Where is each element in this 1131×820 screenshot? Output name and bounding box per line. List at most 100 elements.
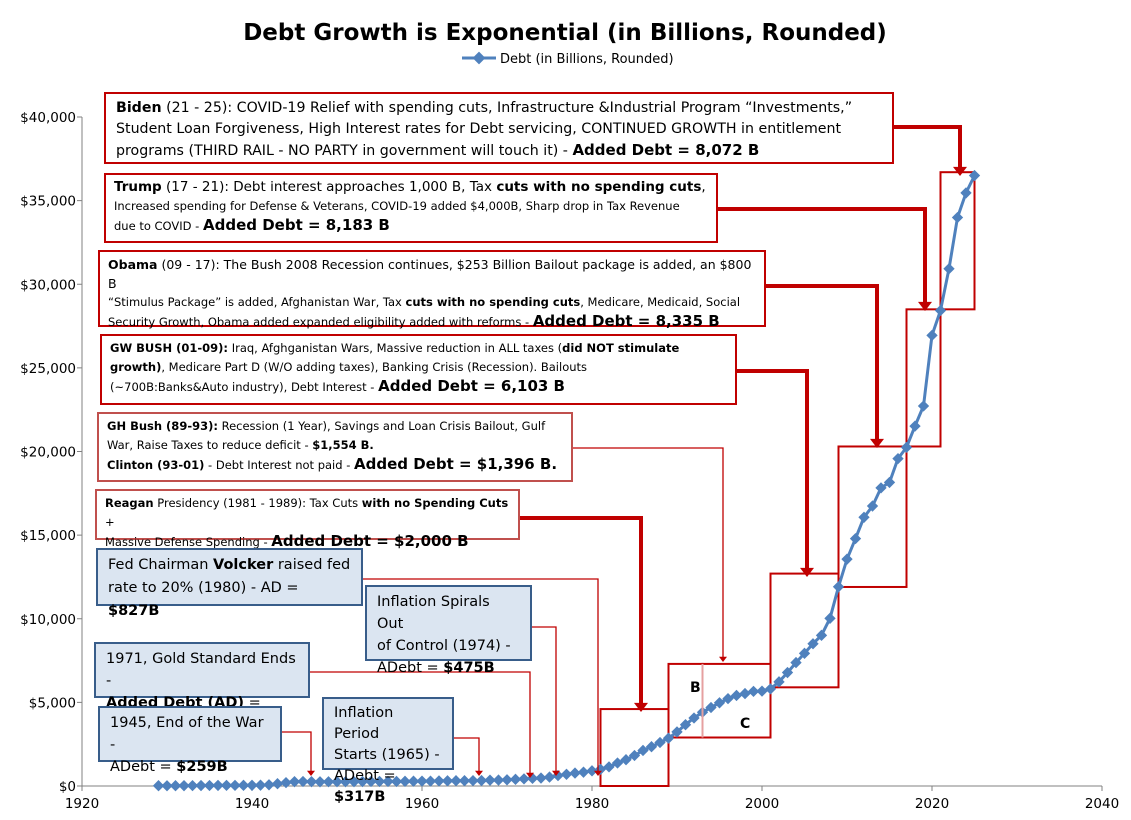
debt-point bbox=[730, 689, 743, 702]
region-label-c: C bbox=[740, 716, 750, 732]
debt-point bbox=[943, 263, 955, 275]
era-box-0 bbox=[599, 708, 670, 787]
debt-point bbox=[637, 744, 649, 757]
arrowhead-thin-3 bbox=[526, 772, 534, 778]
debt-point bbox=[416, 775, 428, 787]
debt-point bbox=[535, 772, 547, 784]
debt-point bbox=[815, 629, 828, 641]
x-tick-label: 1960 bbox=[405, 796, 439, 812]
y-tick-label: $10,000 bbox=[20, 612, 76, 628]
debt-point bbox=[858, 511, 870, 523]
debt-point bbox=[365, 775, 377, 788]
debt-point bbox=[747, 685, 760, 698]
debt-point bbox=[246, 779, 258, 791]
annotation-obama: Obama (09 - 17): The Bush 2008 Recession… bbox=[98, 250, 766, 330]
debt-point bbox=[832, 581, 845, 593]
annotation-ghbush-line-3: Clinton (93-01) - Debt Interest not paid… bbox=[107, 455, 558, 473]
debt-point bbox=[739, 687, 751, 700]
debt-point bbox=[662, 732, 675, 744]
connector-thick-2 bbox=[766, 284, 879, 442]
annotation-gwbush-line-2: growth), Medicare Part D (W/O adding tax… bbox=[110, 360, 588, 374]
annotation-obama-line-1: Obama (09 - 17): The Bush 2008 Recession… bbox=[108, 257, 752, 291]
debt-point bbox=[679, 719, 692, 731]
debt-point bbox=[628, 749, 641, 762]
debt-point bbox=[314, 776, 326, 788]
annotation-trump-line-3: due to COVID - Added Debt = 8,183 B bbox=[114, 216, 390, 234]
debt-point bbox=[390, 775, 403, 788]
debt-point bbox=[169, 780, 182, 792]
annotation-inflation65-line-3: ADebt = $317B bbox=[334, 768, 396, 805]
arrowhead-thick-4 bbox=[634, 702, 648, 712]
debt-point bbox=[671, 726, 683, 738]
debt-point bbox=[322, 776, 335, 788]
x-tick-label: 2020 bbox=[915, 796, 949, 812]
connector-thin-5 bbox=[282, 731, 312, 772]
era-box-3 bbox=[769, 572, 840, 689]
debt-point bbox=[475, 774, 488, 787]
debt-point bbox=[790, 656, 802, 669]
arrowhead-thick-2 bbox=[870, 438, 884, 448]
annotation-reagan: Reagan Presidency (1981 - 1989): Tax Cut… bbox=[95, 489, 520, 550]
y-tick-label: $20,000 bbox=[20, 445, 76, 461]
debt-point bbox=[756, 685, 768, 697]
debt-point bbox=[441, 775, 454, 787]
annotation-trump-line-2: Increased spending for Defense & Veteran… bbox=[114, 199, 680, 213]
annotation-war45-line-1: 1945, End of the War - bbox=[110, 715, 264, 753]
annotation-inflation74-line-2: of Control (1974) - bbox=[377, 638, 511, 654]
debt-point bbox=[824, 612, 836, 624]
debt-point bbox=[433, 775, 445, 787]
annotation-reagan-line-2: Massive Defense Spending - Added Debt = … bbox=[105, 532, 469, 550]
connector-thin-1 bbox=[363, 578, 599, 772]
legend-marker-icon bbox=[472, 51, 486, 65]
debt-point bbox=[841, 553, 853, 565]
debt-point bbox=[280, 776, 292, 789]
debt-point bbox=[798, 647, 811, 659]
debt-point bbox=[407, 775, 420, 787]
debt-point bbox=[764, 683, 777, 695]
connector-thick-4 bbox=[520, 516, 643, 706]
debt-point bbox=[807, 638, 819, 650]
debt-point bbox=[518, 773, 530, 785]
legend-label: Debt (in Billions, Rounded) bbox=[500, 52, 674, 67]
y-tick-label: $0 bbox=[59, 779, 76, 795]
annotation-biden-line-2: Student Loan Forgiveness, High Interest … bbox=[116, 121, 842, 137]
y-tick-label: $5,000 bbox=[29, 695, 76, 711]
x-tick-label: 1980 bbox=[575, 796, 609, 812]
annotation-volcker: Fed Chairman Volcker raised fed rate to … bbox=[96, 548, 363, 619]
debt-point bbox=[220, 779, 233, 792]
annotation-inflation65-line-2: Starts (1965) - bbox=[334, 747, 440, 763]
debt-point bbox=[569, 767, 581, 779]
debt-point bbox=[900, 441, 913, 454]
debt-point bbox=[339, 776, 352, 788]
x-tick-label: 1940 bbox=[235, 796, 269, 812]
annotation-inflation74-line-3: ADebt = $475B bbox=[377, 660, 495, 676]
annotation-biden-line-3: programs (THIRD RAIL - NO PARTY in gover… bbox=[116, 141, 760, 159]
annotation-trump-line-1: Trump (17 - 21): Debt interest approache… bbox=[114, 179, 706, 195]
connector-thin-4 bbox=[454, 737, 480, 772]
debt-point bbox=[866, 500, 879, 512]
arrowhead-thick-1 bbox=[918, 301, 932, 311]
debt-point bbox=[424, 775, 437, 787]
debt-point bbox=[297, 775, 309, 788]
debt-point bbox=[654, 736, 666, 749]
debt-point bbox=[467, 774, 479, 787]
annotation-gwbush: GW BUSH (01-09): Iraq, Afghganistan Wars… bbox=[100, 334, 737, 405]
debt-point bbox=[705, 701, 717, 714]
y-tick-label: $35,000 bbox=[20, 194, 76, 210]
annotation-ghbush-clinton: GH Bush (89-93): Recession (1 Year), Sav… bbox=[97, 412, 573, 482]
annotation-biden-line-1: Biden (21 - 25): COVID-19 Relief with sp… bbox=[116, 100, 853, 116]
annotation-obama-line-2: “Stimulus Package” is added, Afghanistan… bbox=[108, 295, 741, 309]
debt-point bbox=[186, 779, 199, 792]
annotation-trump: Trump (17 - 21): Debt interest approache… bbox=[104, 173, 718, 243]
debt-point bbox=[909, 420, 921, 432]
debt-point bbox=[934, 304, 947, 317]
annotation-inflation65-line-1: Inflation Period bbox=[334, 705, 394, 742]
annotation-inflation74-line-1: Inflation Spirals Out bbox=[377, 594, 490, 632]
annotation-inflation-1965: Inflation Period Starts (1965) - ADebt =… bbox=[322, 697, 454, 805]
debt-point bbox=[509, 773, 522, 786]
annotation-reagan-line-1: Reagan Presidency (1981 - 1989): Tax Cut… bbox=[105, 496, 509, 529]
connector-thick-0 bbox=[894, 125, 962, 170]
x-tick-label: 1920 bbox=[65, 796, 99, 812]
debt-point bbox=[773, 676, 785, 688]
connector-thin-0 bbox=[573, 447, 724, 658]
